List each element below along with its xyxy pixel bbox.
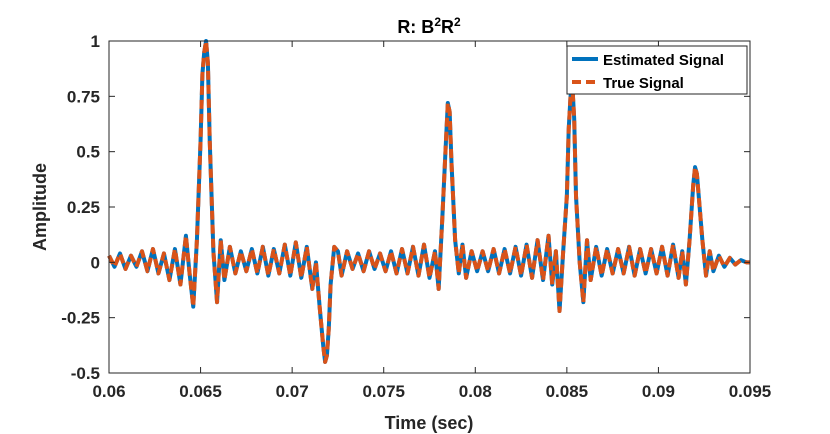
- y-tick-label-0: -0.5: [71, 364, 100, 383]
- y-tick-label-2: 0: [91, 253, 100, 272]
- x-tick-label-2: 0.07: [276, 382, 309, 401]
- axes-frame: [108, 40, 751, 374]
- series-layer: [107, 39, 750, 364]
- series-line-1: [107, 39, 750, 364]
- x-tick-label-0: 0.06: [92, 382, 125, 401]
- x-tick-label-4: 0.08: [459, 382, 492, 401]
- y-tick-label-3: 0.25: [67, 198, 100, 217]
- x-tick-label-6: 0.09: [642, 382, 675, 401]
- x-tick-label-7: 0.095: [729, 382, 772, 401]
- x-tick-label-1: 0.065: [179, 382, 222, 401]
- chart-title-sup2: 2: [454, 15, 461, 29]
- plot-axes: 0.06 0.065 0.07 0.075 0.08 0.085 0.09 0.095 -0.5…: [61, 32, 771, 401]
- y-tick-label-6: 1: [91, 32, 100, 51]
- x-tick-label-3: 0.075: [362, 382, 405, 401]
- y-tick-label-4: 0.5: [76, 143, 100, 162]
- x-axis-label: Time (sec): [385, 413, 474, 433]
- chart-title-sup1: 2: [434, 15, 441, 29]
- y-axis-label: Amplitude: [30, 163, 50, 251]
- y-tick-label-1: -0.25: [61, 309, 100, 328]
- legend: Estimated Signal True Signal: [566, 45, 748, 95]
- y-tick-label-5: 0.75: [67, 87, 100, 106]
- legend-label-true: True Signal: [603, 75, 684, 92]
- legend-label-estimated: Estimated Signal: [603, 52, 724, 69]
- chart-title-mid: R: [441, 17, 454, 37]
- chart-title: R: B2R2: [397, 15, 461, 37]
- legend-box: [566, 45, 748, 95]
- x-tick-label-5: 0.085: [546, 382, 589, 401]
- chart-title-base: R: B: [397, 17, 434, 37]
- tick-layer: 0.06 0.065 0.07 0.075 0.08 0.085 0.09 0.095 -0.5…: [61, 32, 771, 401]
